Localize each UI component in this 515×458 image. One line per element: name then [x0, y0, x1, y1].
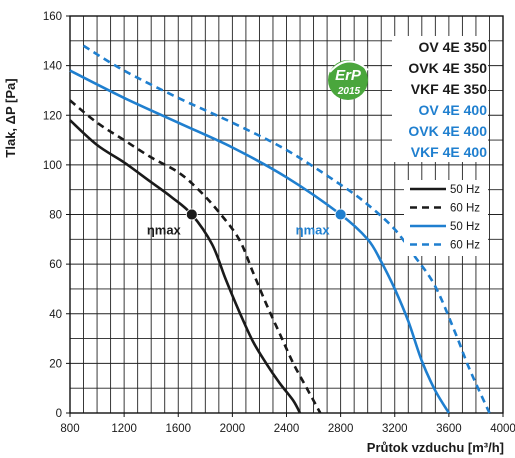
model-labels-panel: [392, 36, 488, 162]
series-line-black-60hz-dashed: [69, 99, 322, 414]
x-axis-label: Průtok vzduchu [m³/h]: [367, 440, 504, 455]
y-tick-label: 40: [49, 309, 62, 321]
x-tick-label: 3600: [436, 423, 462, 435]
series-line-blue-60hz-dashed: [82, 44, 491, 414]
model-label: OV 4E 350: [419, 39, 488, 55]
model-labels: OV 4E 350 OVK 4E 350 VKF 4E 350 OV 4E 400 OV…: [408, 39, 487, 160]
model-label: VKF 4E 400: [411, 144, 487, 160]
efficiency-markers: ηmax ηmax: [147, 208, 347, 238]
y-tick-label: 160: [43, 11, 62, 23]
series-lines: [69, 44, 491, 414]
x-tick-label: 3200: [382, 423, 408, 435]
legend-label: 50 Hz: [450, 221, 480, 233]
eta-max-label: ηmax: [296, 223, 331, 238]
legend: 50 Hz 60 Hz 50 Hz 60 Hz: [410, 184, 480, 252]
model-label: OVK 4E 350: [408, 60, 487, 76]
model-label: OV 4E 400: [419, 102, 488, 118]
x-tick-label: 4000: [490, 423, 515, 435]
eta-max-label: ηmax: [147, 223, 182, 238]
x-tick-label: 800: [60, 423, 79, 435]
x-tick-label: 1200: [111, 423, 137, 435]
y-tick-label: 100: [43, 160, 62, 172]
x-tick-label: 2400: [274, 423, 300, 435]
y-tick-label: 120: [43, 110, 62, 122]
legend-panel: [404, 180, 488, 256]
model-label: OVK 4E 400: [408, 123, 487, 139]
x-tick-label: 2000: [220, 423, 246, 435]
eta-max-point: [334, 208, 347, 221]
y-tick-label: 0: [56, 408, 62, 420]
series-line-blue-50hz-solid: [69, 69, 451, 414]
legend-label: 50 Hz: [450, 184, 480, 196]
erp-badge: ErP 2015: [328, 60, 369, 100]
legend-label: 60 Hz: [450, 240, 480, 252]
erp-badge-title: ErP: [335, 67, 362, 84]
y-tick-label: 60: [49, 259, 62, 271]
model-label: VKF 4E 350: [411, 81, 487, 97]
y-axis-label: Tlak, ΔP [Pa]: [3, 78, 18, 157]
erp-badge-circle: [328, 60, 368, 100]
y-tick-label: 80: [49, 210, 62, 222]
x-tick-label: 2800: [328, 423, 354, 435]
y-tick-label: 20: [49, 358, 62, 370]
y-tick-label: 140: [43, 61, 62, 73]
x-tick-label: 1600: [165, 423, 191, 435]
legend-label: 60 Hz: [450, 203, 480, 215]
erp-badge-year: 2015: [337, 86, 361, 97]
series-line-black-50hz-solid: [69, 119, 302, 414]
erp-badge-leaf-icon: [329, 60, 369, 73]
axes: 800 1200 1600 2000 2400 2800 3200 3600 4000 0 20 40…: [43, 11, 515, 435]
eta-max-point: [185, 208, 198, 221]
